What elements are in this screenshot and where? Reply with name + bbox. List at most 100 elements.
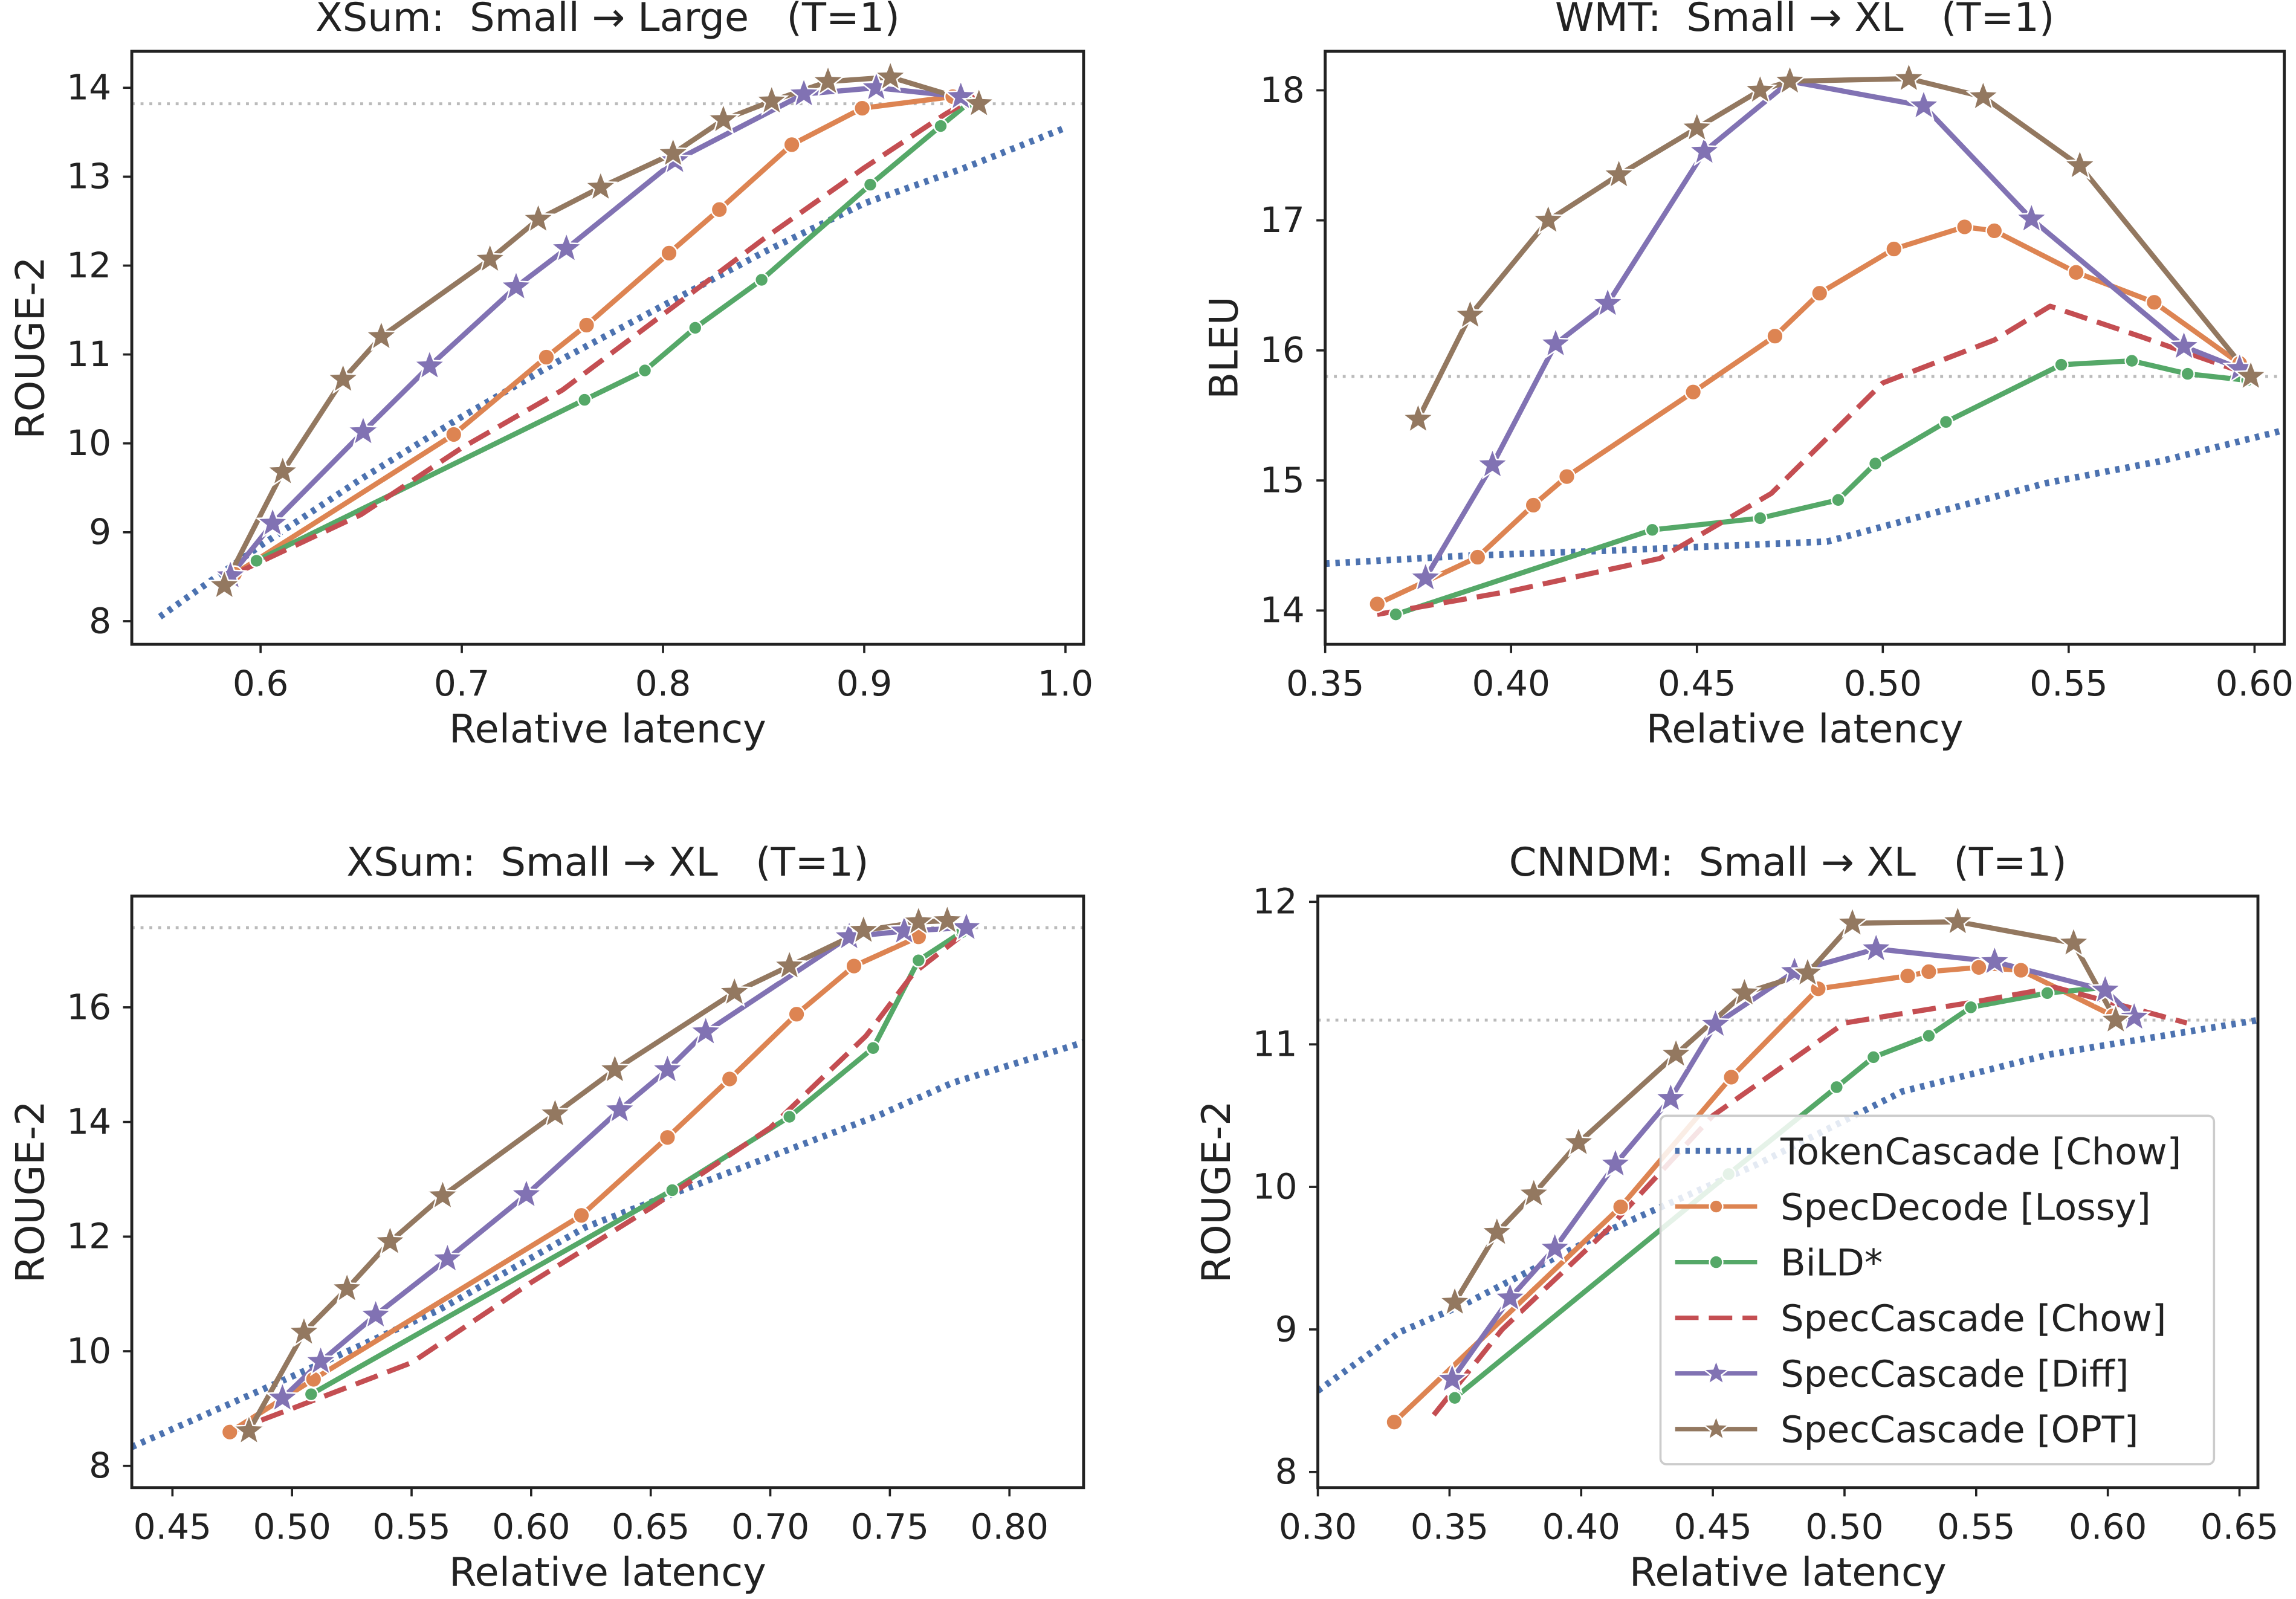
point-marker xyxy=(1658,1036,1693,1070)
point-marker xyxy=(597,1051,632,1085)
point-marker xyxy=(1866,1050,1881,1065)
point-marker xyxy=(1938,415,1953,430)
series-line xyxy=(1431,984,2188,1417)
axes-frame xyxy=(1316,894,2260,1490)
point-marker xyxy=(865,1041,881,1056)
x-tick-label: 0.55 xyxy=(1937,1507,2015,1548)
x-tick-label: 0.8 xyxy=(635,663,691,704)
point-marker xyxy=(445,425,463,444)
point-marker xyxy=(1722,1068,1741,1086)
point-marker xyxy=(1400,401,1436,434)
point-marker xyxy=(2145,293,2163,311)
series-line xyxy=(233,94,954,577)
point-marker xyxy=(231,1412,267,1446)
point-marker xyxy=(473,241,508,274)
y-tick-label: 10 xyxy=(66,1330,111,1371)
point-marker xyxy=(286,1314,322,1348)
point-marker xyxy=(2180,366,2195,381)
series-line xyxy=(228,934,963,1435)
point-marker xyxy=(2014,201,2049,234)
point-marker xyxy=(1766,327,1784,345)
y-tick-label: 9 xyxy=(89,511,111,552)
series-line xyxy=(228,934,920,1435)
point-marker xyxy=(326,361,361,395)
point-marker xyxy=(1452,297,1488,331)
point-marker xyxy=(933,118,948,134)
point-marker xyxy=(425,1177,461,1211)
point-marker xyxy=(1684,383,1703,401)
series-line xyxy=(132,1039,1084,1450)
y-tick-label: 10 xyxy=(66,422,111,464)
point-marker xyxy=(1368,595,1386,613)
point-marker xyxy=(364,318,399,352)
point-marker xyxy=(862,177,878,192)
y-tick-label: 16 xyxy=(1260,329,1305,370)
point-marker xyxy=(2166,328,2202,361)
point-marker xyxy=(911,953,926,968)
point-marker xyxy=(265,1380,300,1413)
point-marker xyxy=(1492,1279,1528,1313)
point-marker xyxy=(1561,1124,1596,1158)
point-marker xyxy=(2012,961,2030,980)
legend-label: SpecDecode [Lossy] xyxy=(1780,1186,2151,1229)
point-marker xyxy=(873,59,908,92)
point-marker xyxy=(1538,326,1573,359)
point-marker xyxy=(1811,284,1829,302)
point-marker xyxy=(207,567,242,601)
y-tick-label: 16 xyxy=(66,986,111,1027)
point-marker xyxy=(1868,456,1883,471)
series-line xyxy=(1423,79,2241,580)
x-axis-label: Relative latency xyxy=(1646,706,1964,752)
point-marker xyxy=(688,1013,723,1047)
y-tick-label: 12 xyxy=(66,245,111,286)
legend-marker xyxy=(1709,1255,1724,1270)
point-marker xyxy=(1408,560,1443,593)
point-marker xyxy=(1524,496,1542,514)
point-marker xyxy=(1644,522,1660,537)
point-marker xyxy=(520,201,556,234)
point-marker xyxy=(1977,943,2012,977)
chart-title: XSum: Small → XL (T=1) xyxy=(346,839,868,885)
y-tick-label: 17 xyxy=(1260,199,1305,241)
point-marker xyxy=(1653,1080,1689,1114)
point-marker xyxy=(846,912,881,946)
legend-label: BiLD* xyxy=(1780,1242,1883,1284)
point-marker xyxy=(1601,157,1637,190)
point-marker xyxy=(1970,958,1988,977)
point-marker xyxy=(1538,1230,1573,1263)
series-line xyxy=(233,94,977,577)
point-marker xyxy=(499,268,534,302)
point-marker xyxy=(1906,88,1941,121)
x-axis-label: Relative latency xyxy=(1629,1549,1947,1595)
plot-area xyxy=(1325,60,2285,622)
point-marker xyxy=(372,1223,408,1257)
point-marker xyxy=(1475,447,1510,480)
point-marker xyxy=(930,902,965,936)
point-marker xyxy=(962,85,997,119)
legend-label: TokenCascade [Chow] xyxy=(1780,1131,2181,1173)
point-marker xyxy=(2062,147,2097,181)
point-marker xyxy=(572,1206,590,1224)
point-marker xyxy=(1698,1006,1733,1039)
point-marker xyxy=(1469,548,1487,566)
point-marker xyxy=(1965,79,2001,112)
axes-frame xyxy=(130,50,1085,646)
point-marker xyxy=(1435,1361,1470,1394)
point-marker xyxy=(329,1270,364,1303)
x-axis-label: Relative latency xyxy=(449,706,766,752)
chart-title: XSum: Small → Large (T=1) xyxy=(315,0,900,40)
y-tick-label: 14 xyxy=(66,67,111,108)
point-marker xyxy=(249,553,264,569)
y-tick-label: 13 xyxy=(66,156,111,197)
point-marker xyxy=(221,1423,239,1441)
x-tick-label: 0.30 xyxy=(1279,1507,1357,1548)
y-tick-label: 12 xyxy=(1253,881,1298,922)
x-tick-label: 0.45 xyxy=(1673,1507,1751,1548)
x-tick-label: 0.50 xyxy=(253,1507,331,1548)
y-tick-label: 8 xyxy=(89,600,111,641)
point-marker xyxy=(1516,1175,1551,1209)
point-marker xyxy=(1858,931,1893,964)
point-marker xyxy=(303,1343,338,1377)
x-tick-label: 0.60 xyxy=(2216,663,2294,704)
